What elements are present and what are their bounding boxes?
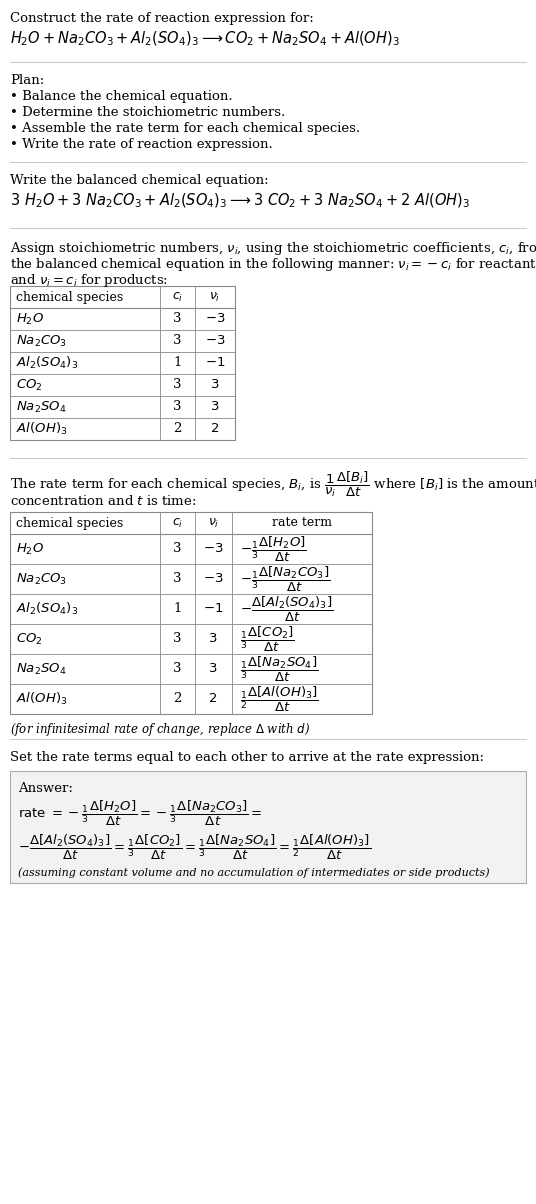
Text: $H_2O$: $H_2O$ [16,542,44,556]
Text: $-3$: $-3$ [203,572,224,585]
Text: (assuming constant volume and no accumulation of intermediates or side products): (assuming constant volume and no accumul… [18,867,489,878]
Text: $Al_2(SO_4)_3$: $Al_2(SO_4)_3$ [16,355,78,371]
Text: $3\ H_2O + 3\ Na_2CO_3 + Al_2(SO_4)_3 \longrightarrow 3\ CO_2 + 3\ Na_2SO_4 + 2\: $3\ H_2O + 3\ Na_2CO_3 + Al_2(SO_4)_3 \l… [10,191,470,211]
Text: $\frac{1}{3}\dfrac{\Delta[Na_2SO_4]}{\Delta t}$: $\frac{1}{3}\dfrac{\Delta[Na_2SO_4]}{\De… [240,655,318,684]
Text: $-\frac{1}{3}\dfrac{\Delta[Na_2CO_3]}{\Delta t}$: $-\frac{1}{3}\dfrac{\Delta[Na_2CO_3]}{\D… [240,565,330,594]
Text: 2: 2 [211,423,219,436]
Text: 3: 3 [173,662,182,675]
Text: 3: 3 [211,401,219,413]
Text: $CO_2$: $CO_2$ [16,631,42,647]
Text: $Na_2SO_4$: $Na_2SO_4$ [16,400,66,414]
Text: and $\nu_i = c_i$ for products:: and $\nu_i = c_i$ for products: [10,272,168,289]
Text: $-3$: $-3$ [205,313,225,325]
Text: • Determine the stoichiometric numbers.: • Determine the stoichiometric numbers. [10,106,285,119]
Text: $H_2O + Na_2CO_3 + Al_2(SO_4)_3 \longrightarrow CO_2 + Na_2SO_4 + Al(OH)_3$: $H_2O + Na_2CO_3 + Al_2(SO_4)_3 \longrig… [10,30,400,48]
Text: 3: 3 [211,378,219,391]
Text: • Balance the chemical equation.: • Balance the chemical equation. [10,90,233,104]
Text: $-\dfrac{\Delta[Al_2(SO_4)_3]}{\Delta t} = \frac{1}{3}\dfrac{\Delta[CO_2]}{\Delt: $-\dfrac{\Delta[Al_2(SO_4)_3]}{\Delta t}… [18,833,371,862]
Text: rate term: rate term [272,517,332,530]
Text: 2: 2 [209,692,218,706]
Text: $c_i$: $c_i$ [172,517,183,530]
Text: $-3$: $-3$ [203,543,224,555]
Bar [10,771,526,883]
Text: The rate term for each chemical species, $B_i$, is $\dfrac{1}{\nu_i}\dfrac{\Delt: The rate term for each chemical species,… [10,470,536,500]
Text: $-3$: $-3$ [205,335,225,348]
Text: 1: 1 [173,356,182,370]
Text: $Al(OH)_3$: $Al(OH)_3$ [16,421,68,437]
Text: $Na_2CO_3$: $Na_2CO_3$ [16,334,67,348]
Text: 2: 2 [173,423,182,436]
Text: $Na_2CO_3$: $Na_2CO_3$ [16,572,67,586]
Text: chemical species: chemical species [16,517,123,530]
Text: 2: 2 [173,692,182,706]
Text: $Al(OH)_3$: $Al(OH)_3$ [16,691,68,707]
Text: $-\frac{1}{3}\dfrac{\Delta[H_2O]}{\Delta t}$: $-\frac{1}{3}\dfrac{\Delta[H_2O]}{\Delta… [240,535,307,563]
Text: 1: 1 [173,602,182,615]
Text: $Na_2SO_4$: $Na_2SO_4$ [16,661,66,677]
Text: $-1$: $-1$ [203,602,224,615]
Text: $\nu_i$: $\nu_i$ [210,290,221,303]
Text: • Assemble the rate term for each chemical species.: • Assemble the rate term for each chemic… [10,122,360,135]
Text: $Al_2(SO_4)_3$: $Al_2(SO_4)_3$ [16,601,78,616]
Text: • Write the rate of reaction expression.: • Write the rate of reaction expression. [10,138,273,150]
Text: $-1$: $-1$ [205,356,225,370]
Text: the balanced chemical equation in the following manner: $\nu_i = -c_i$ for react: the balanced chemical equation in the fo… [10,256,536,273]
Text: 3: 3 [173,543,182,555]
Text: $c_i$: $c_i$ [172,290,183,303]
Text: Construct the rate of reaction expression for:: Construct the rate of reaction expressio… [10,12,314,25]
Text: (for infinitesimal rate of change, replace $\Delta$ with $d$): (for infinitesimal rate of change, repla… [10,721,310,738]
Text: 3: 3 [209,662,218,675]
Text: Answer:: Answer: [18,783,73,795]
Text: 3: 3 [173,313,182,325]
Text: Write the balanced chemical equation:: Write the balanced chemical equation: [10,175,269,187]
Text: Plan:: Plan: [10,73,44,87]
Text: 3: 3 [209,632,218,645]
Text: 3: 3 [173,401,182,413]
Text: $\frac{1}{2}\dfrac{\Delta[Al(OH)_3]}{\Delta t}$: $\frac{1}{2}\dfrac{\Delta[Al(OH)_3]}{\De… [240,684,319,714]
Text: 3: 3 [173,378,182,391]
Text: $-\dfrac{\Delta[Al_2(SO_4)_3]}{\Delta t}$: $-\dfrac{\Delta[Al_2(SO_4)_3]}{\Delta t}… [240,595,333,624]
Text: concentration and $t$ is time:: concentration and $t$ is time: [10,494,197,508]
Bar [10,512,372,714]
Text: 3: 3 [173,335,182,348]
Text: 3: 3 [173,572,182,585]
Text: $\nu_i$: $\nu_i$ [208,517,219,530]
Text: $H_2O$: $H_2O$ [16,312,44,326]
Text: Set the rate terms equal to each other to arrive at the rate expression:: Set the rate terms equal to each other t… [10,751,484,765]
Text: $\frac{1}{3}\dfrac{\Delta[CO_2]}{\Delta t}$: $\frac{1}{3}\dfrac{\Delta[CO_2]}{\Delta … [240,625,295,654]
Text: Assign stoichiometric numbers, $\nu_i$, using the stoichiometric coefficients, $: Assign stoichiometric numbers, $\nu_i$, … [10,240,536,256]
Bar [10,287,235,439]
Text: rate $= -\frac{1}{3}\dfrac{\Delta[H_2O]}{\Delta t} = -\frac{1}{3}\dfrac{\Delta[N: rate $= -\frac{1}{3}\dfrac{\Delta[H_2O]}… [18,799,263,828]
Text: $CO_2$: $CO_2$ [16,377,42,393]
Text: 3: 3 [173,632,182,645]
Text: chemical species: chemical species [16,290,123,303]
